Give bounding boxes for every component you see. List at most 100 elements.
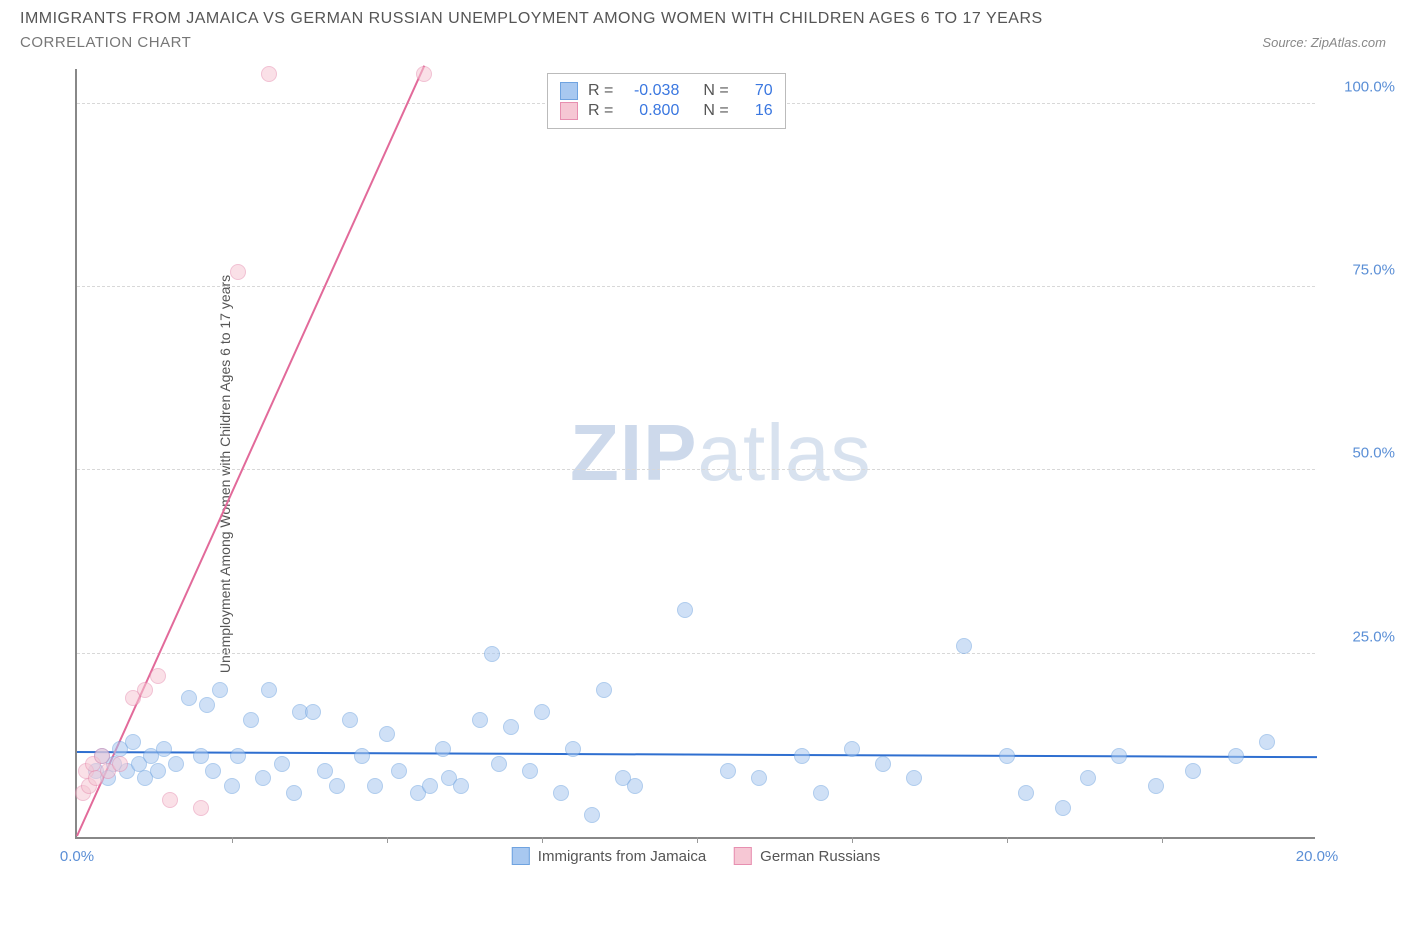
data-point bbox=[199, 697, 215, 713]
legend-swatch bbox=[512, 847, 530, 865]
source-name: ZipAtlas.com bbox=[1311, 35, 1386, 50]
data-point bbox=[94, 748, 110, 764]
x-tick-label: 0.0% bbox=[60, 848, 94, 865]
data-point bbox=[224, 778, 240, 794]
data-point bbox=[137, 682, 153, 698]
trend-line bbox=[77, 751, 1317, 758]
data-point bbox=[212, 682, 228, 698]
x-tick-mark bbox=[542, 837, 543, 843]
y-tick-label: 75.0% bbox=[1325, 262, 1395, 279]
data-point bbox=[677, 602, 693, 618]
data-point bbox=[522, 763, 538, 779]
data-point bbox=[193, 748, 209, 764]
legend-r-label: R = bbox=[588, 102, 613, 120]
watermark-light: atlas bbox=[697, 408, 871, 497]
chart-container: Unemployment Among Women with Children A… bbox=[20, 59, 1386, 889]
data-point bbox=[435, 741, 451, 757]
gridline bbox=[77, 653, 1315, 654]
data-point bbox=[150, 668, 166, 684]
data-point bbox=[813, 785, 829, 801]
data-point bbox=[1259, 734, 1275, 750]
data-point bbox=[596, 682, 612, 698]
data-point bbox=[317, 763, 333, 779]
gridline bbox=[77, 286, 1315, 287]
data-point bbox=[1148, 778, 1164, 794]
data-point bbox=[720, 763, 736, 779]
data-point bbox=[125, 734, 141, 750]
data-point bbox=[342, 712, 358, 728]
data-point bbox=[261, 682, 277, 698]
data-point bbox=[484, 646, 500, 662]
data-point bbox=[150, 763, 166, 779]
data-point bbox=[1080, 770, 1096, 786]
data-point bbox=[112, 756, 128, 772]
plot-area: ZIPatlas 25.0%50.0%75.0%100.0%0.0%20.0%R… bbox=[75, 69, 1315, 839]
legend-row: R =0.800N =16 bbox=[560, 102, 773, 120]
data-point bbox=[503, 719, 519, 735]
data-point bbox=[956, 638, 972, 654]
legend-r-label: R = bbox=[588, 82, 613, 100]
data-point bbox=[255, 770, 271, 786]
data-point bbox=[329, 778, 345, 794]
x-tick-mark bbox=[1007, 837, 1008, 843]
data-point bbox=[286, 785, 302, 801]
title-block: IMMIGRANTS FROM JAMAICA VS GERMAN RUSSIA… bbox=[20, 10, 1386, 51]
data-point bbox=[534, 704, 550, 720]
y-tick-label: 50.0% bbox=[1325, 445, 1395, 462]
data-point bbox=[472, 712, 488, 728]
data-point bbox=[584, 807, 600, 823]
legend-swatch bbox=[560, 102, 578, 120]
data-point bbox=[354, 748, 370, 764]
x-tick-mark bbox=[1162, 837, 1163, 843]
data-point bbox=[305, 704, 321, 720]
data-point bbox=[274, 756, 290, 772]
data-point bbox=[230, 748, 246, 764]
x-tick-mark bbox=[697, 837, 698, 843]
legend-series: Immigrants from Jamaica German Russians bbox=[512, 847, 880, 865]
y-tick-label: 100.0% bbox=[1325, 78, 1395, 95]
data-point bbox=[627, 778, 643, 794]
legend-swatch bbox=[734, 847, 752, 865]
source-label: Source: bbox=[1262, 35, 1307, 50]
legend-label: German Russians bbox=[760, 848, 880, 865]
data-point bbox=[416, 66, 432, 82]
x-tick-mark bbox=[387, 837, 388, 843]
data-point bbox=[565, 741, 581, 757]
source-attribution: Source: ZipAtlas.com bbox=[1262, 35, 1386, 50]
data-point bbox=[1111, 748, 1127, 764]
legend-item: German Russians bbox=[734, 847, 880, 865]
legend-swatch bbox=[560, 82, 578, 100]
data-point bbox=[243, 712, 259, 728]
watermark: ZIPatlas bbox=[570, 407, 871, 499]
gridline bbox=[77, 469, 1315, 470]
data-point bbox=[553, 785, 569, 801]
data-point bbox=[181, 690, 197, 706]
data-point bbox=[261, 66, 277, 82]
x-tick-mark bbox=[232, 837, 233, 843]
data-point bbox=[906, 770, 922, 786]
x-tick-label: 20.0% bbox=[1296, 848, 1339, 865]
data-point bbox=[391, 763, 407, 779]
legend-r-value: -0.038 bbox=[623, 82, 679, 100]
data-point bbox=[1185, 763, 1201, 779]
data-point bbox=[367, 778, 383, 794]
watermark-bold: ZIP bbox=[570, 408, 697, 497]
x-tick-mark bbox=[852, 837, 853, 843]
legend-r-value: 0.800 bbox=[623, 102, 679, 120]
legend-n-value: 70 bbox=[739, 82, 773, 100]
chart-subtitle: CORRELATION CHART bbox=[20, 34, 191, 51]
data-point bbox=[205, 763, 221, 779]
data-point bbox=[875, 756, 891, 772]
data-point bbox=[1018, 785, 1034, 801]
data-point bbox=[751, 770, 767, 786]
data-point bbox=[999, 748, 1015, 764]
legend-row: R =-0.038N =70 bbox=[560, 82, 773, 100]
data-point bbox=[379, 726, 395, 742]
data-point bbox=[422, 778, 438, 794]
legend-correlation: R =-0.038N =70R =0.800N =16 bbox=[547, 73, 786, 129]
data-point bbox=[453, 778, 469, 794]
data-point bbox=[794, 748, 810, 764]
legend-n-label: N = bbox=[703, 102, 728, 120]
data-point bbox=[491, 756, 507, 772]
legend-item: Immigrants from Jamaica bbox=[512, 847, 706, 865]
